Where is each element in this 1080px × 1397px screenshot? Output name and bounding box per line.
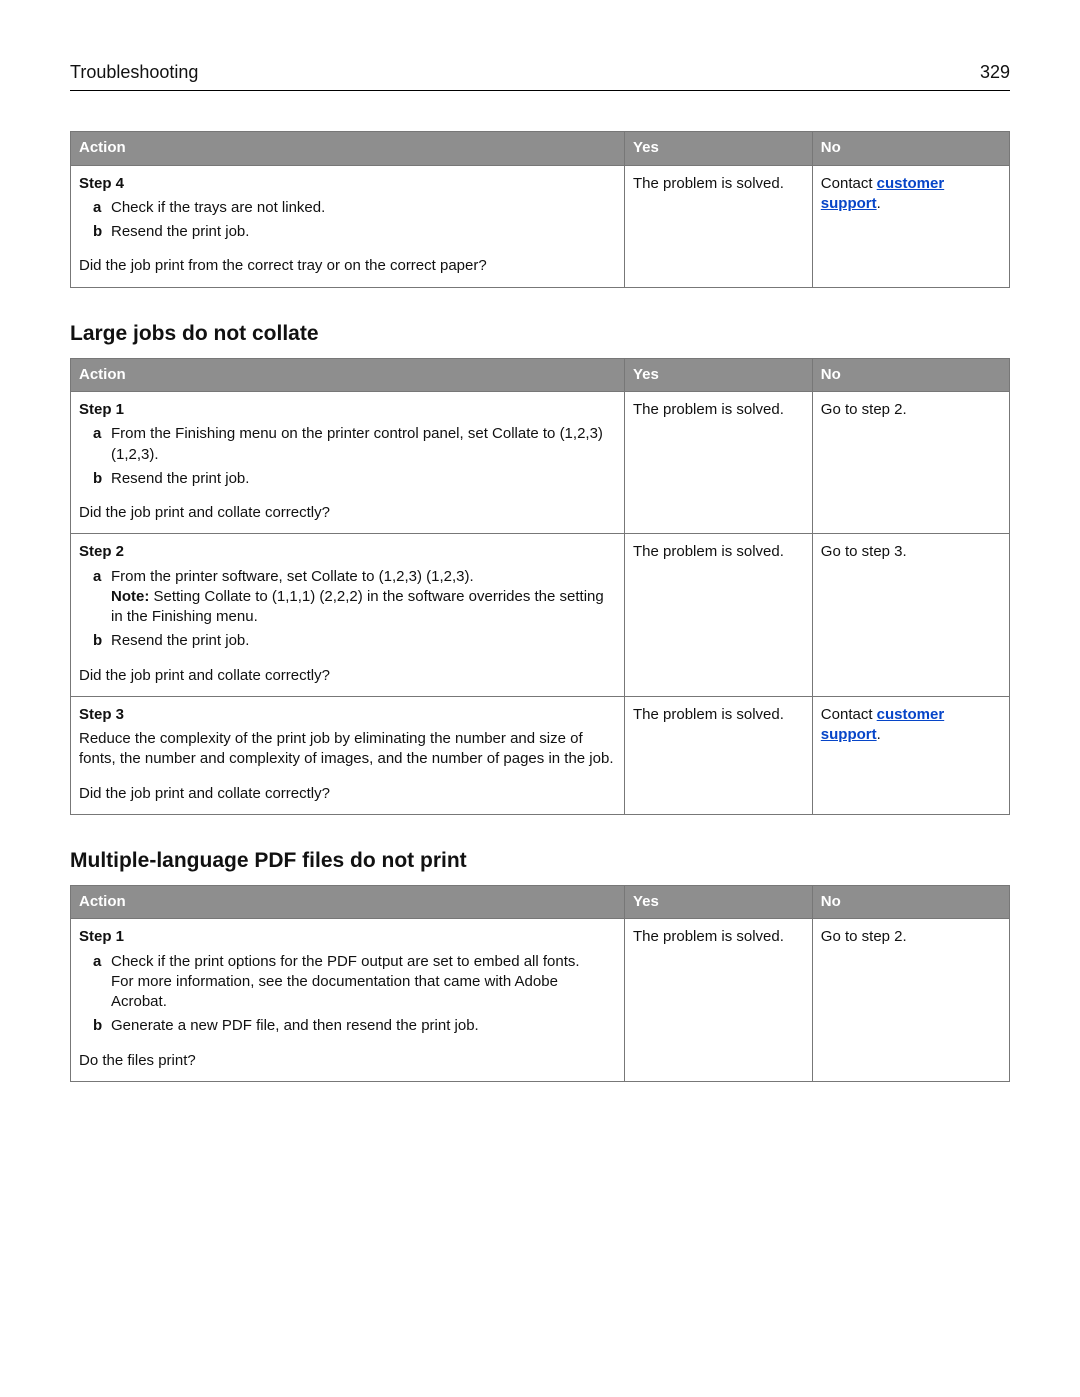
- note-label: Note:: [111, 588, 149, 605]
- yes-cell: The problem is solved.: [625, 165, 813, 287]
- step-title: Step 2: [79, 542, 616, 562]
- col-header-action: Action: [71, 886, 625, 919]
- step-question: Did the job print and collate correctly?: [79, 503, 616, 523]
- sub-text: Resend the print job.: [111, 222, 616, 242]
- sub-letter: b: [93, 1016, 111, 1036]
- troubleshoot-table-1: Action Yes No Step 4 a Check if the tray…: [70, 131, 1010, 287]
- sub-text: Check if the trays are not linked.: [111, 198, 616, 218]
- col-header-yes: Yes: [625, 358, 813, 391]
- sub-text: Generate a new PDF file, and then resend…: [111, 1016, 616, 1036]
- no-text-suffix: .: [877, 726, 881, 743]
- sub-letter: a: [93, 567, 111, 628]
- step-title: Step 4: [79, 174, 616, 194]
- sub-letter: b: [93, 631, 111, 651]
- no-cell: Contact customer support.: [812, 696, 1009, 814]
- no-cell: Go to step 3.: [812, 534, 1009, 697]
- page-number: 329: [980, 60, 1010, 84]
- col-header-no: No: [812, 132, 1009, 165]
- step-title: Step 1: [79, 400, 616, 420]
- sub-text-line: From the printer software, set Collate t…: [111, 568, 474, 585]
- sub-text: From the Finishing menu on the printer c…: [111, 424, 616, 465]
- step-question: Did the job print and collate correctly?: [79, 784, 616, 804]
- section-title: Large jobs do not collate: [70, 320, 1010, 348]
- yes-cell: The problem is solved.: [625, 696, 813, 814]
- note-text: Setting Collate to (1,1,1) (2,2,2) in th…: [111, 588, 604, 625]
- sub-letter: a: [93, 424, 111, 465]
- no-cell: Contact customer support.: [812, 165, 1009, 287]
- step-question: Did the job print and collate correctly?: [79, 666, 616, 686]
- col-header-yes: Yes: [625, 886, 813, 919]
- step-title: Step 1: [79, 927, 616, 947]
- no-cell: Go to step 2.: [812, 919, 1009, 1082]
- no-text-suffix: .: [877, 195, 881, 212]
- table-row: Step 4 a Check if the trays are not link…: [71, 165, 1010, 287]
- troubleshoot-table-2: Action Yes No Step 1 a From the Finishin…: [70, 358, 1010, 815]
- sub-text: Resend the print job.: [111, 469, 616, 489]
- step-body: Reduce the complexity of the print job b…: [79, 729, 616, 770]
- step-question: Did the job print from the correct tray …: [79, 256, 616, 276]
- table-row: Step 1 a From the Finishing menu on the …: [71, 392, 1010, 534]
- col-header-no: No: [812, 886, 1009, 919]
- sub-letter: a: [93, 952, 111, 1013]
- table-row: Step 3 Reduce the complexity of the prin…: [71, 696, 1010, 814]
- no-cell: Go to step 2.: [812, 392, 1009, 534]
- page-header: Troubleshooting 329: [70, 60, 1010, 91]
- troubleshoot-table-3: Action Yes No Step 1 a Check if the prin…: [70, 885, 1010, 1082]
- no-text-prefix: Contact: [821, 706, 877, 723]
- sub-letter: b: [93, 469, 111, 489]
- sub-text-line: Check if the print options for the PDF o…: [111, 953, 580, 970]
- col-header-yes: Yes: [625, 132, 813, 165]
- sub-text: Check if the print options for the PDF o…: [111, 952, 616, 1013]
- table-row: Step 2 a From the printer software, set …: [71, 534, 1010, 697]
- sub-text-extra: For more information, see the documentat…: [111, 973, 558, 1010]
- yes-cell: The problem is solved.: [625, 534, 813, 697]
- col-header-no: No: [812, 358, 1009, 391]
- step-question: Do the files print?: [79, 1051, 616, 1071]
- sub-text: From the printer software, set Collate t…: [111, 567, 616, 628]
- sub-letter: b: [93, 222, 111, 242]
- yes-cell: The problem is solved.: [625, 919, 813, 1082]
- page-title: Troubleshooting: [70, 60, 198, 84]
- step-title: Step 3: [79, 705, 616, 725]
- col-header-action: Action: [71, 358, 625, 391]
- section-title: Multiple‑language PDF files do not print: [70, 847, 1010, 875]
- sub-text: Resend the print job.: [111, 631, 616, 651]
- table-row: Step 1 a Check if the print options for …: [71, 919, 1010, 1082]
- col-header-action: Action: [71, 132, 625, 165]
- no-text-prefix: Contact: [821, 175, 877, 192]
- sub-letter: a: [93, 198, 111, 218]
- yes-cell: The problem is solved.: [625, 392, 813, 534]
